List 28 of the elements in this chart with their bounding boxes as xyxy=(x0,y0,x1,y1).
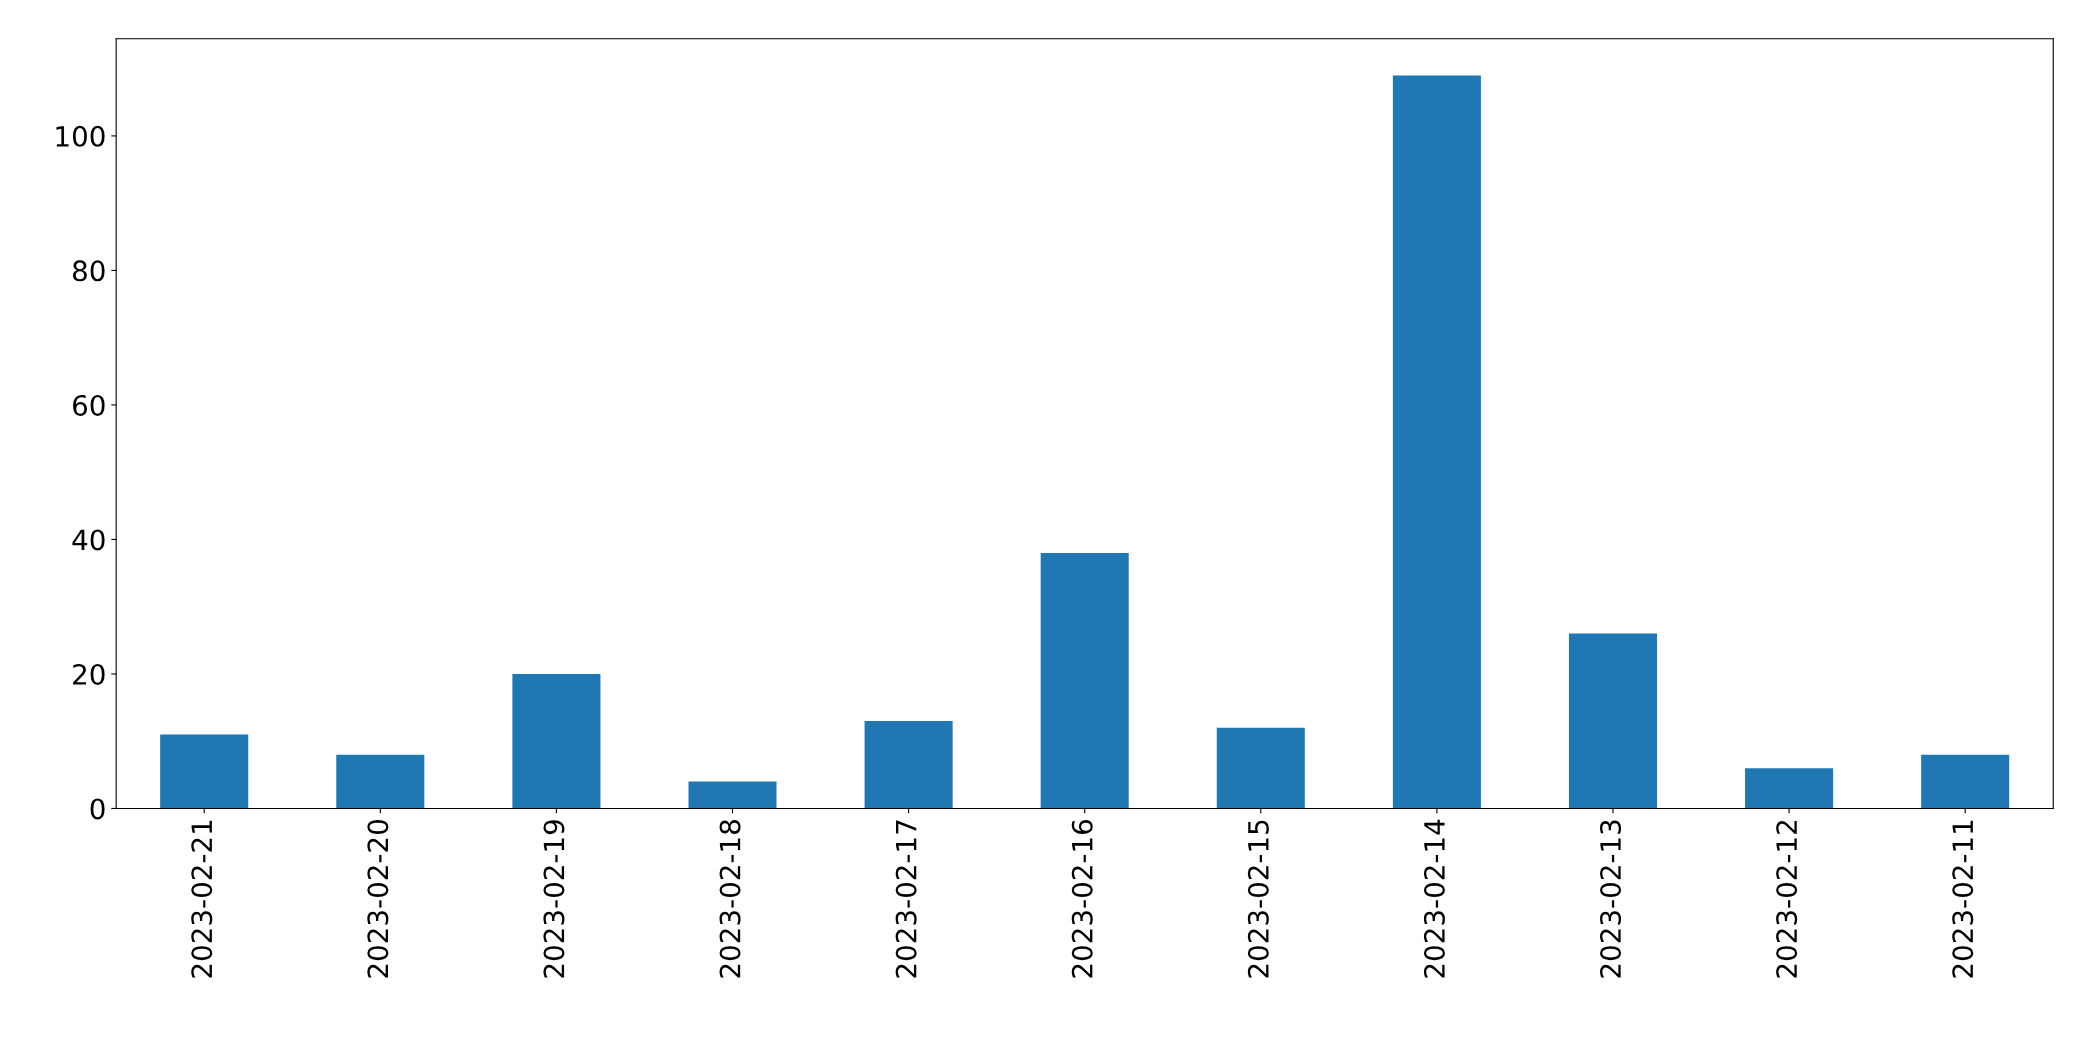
x-tick-label: 2023-02-14 xyxy=(1423,819,1445,978)
bar xyxy=(160,734,249,809)
x-tick-label: 2023-02-15 xyxy=(1247,820,1269,978)
y-tick-label: 0 xyxy=(90,798,105,820)
x-tick-label: 2023-02-11 xyxy=(1952,820,1974,978)
x-tick-label: 2023-02-13 xyxy=(1600,820,1622,978)
x-tick-label: 2023-02-20 xyxy=(367,820,389,978)
y-tick-label: 20 xyxy=(73,663,105,685)
bar xyxy=(1568,633,1658,809)
x-tick-label: 2023-02-12 xyxy=(1776,820,1798,978)
x-tick-label: 2023-02-18 xyxy=(719,820,741,978)
x-tick-label: 2023-02-17 xyxy=(895,820,917,978)
bar xyxy=(1392,75,1481,809)
x-tick-label: 2023-02-16 xyxy=(1071,819,1093,978)
bar xyxy=(512,673,601,809)
bar xyxy=(336,754,425,809)
x-tick-label: 2023-02-19 xyxy=(543,820,565,978)
bar xyxy=(864,721,953,809)
bar xyxy=(688,781,777,809)
bar xyxy=(1216,727,1305,809)
y-tick-label: 100 xyxy=(56,125,105,147)
y-tick-label: 60 xyxy=(73,394,105,416)
bar xyxy=(1921,754,2010,809)
bar xyxy=(1745,768,1834,809)
bar xyxy=(1040,552,1129,809)
y-tick-label: 80 xyxy=(72,260,105,282)
x-tick-label: 2023-02-21 xyxy=(191,820,213,978)
y-tick-label: 40 xyxy=(72,529,105,551)
